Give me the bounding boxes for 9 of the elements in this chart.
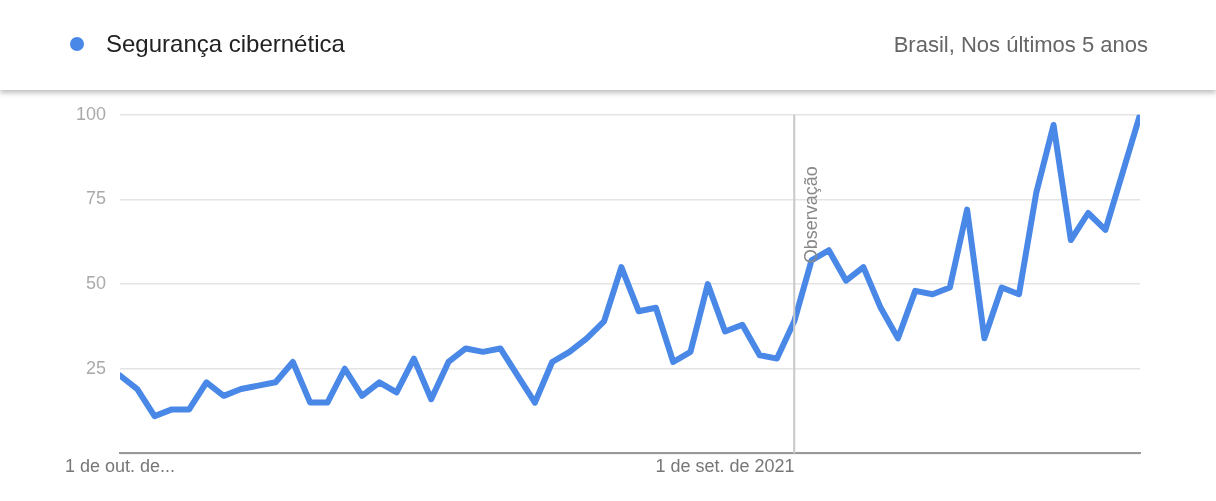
chart-subtitle: Brasil, Nos últimos 5 anos [893,32,1148,58]
legend-label: Segurança cibernética [106,30,345,58]
ref-line-label: Observação [801,166,822,264]
y-tick-label: 25 [85,357,106,378]
y-tick-label: 100 [75,103,106,124]
x-tick-label: 1 de out. de... [64,456,176,477]
x-tick-label: 1 de set. de 2021 [655,456,795,477]
y-tick-label: 75 [85,188,106,209]
y-tick-label: 50 [85,273,106,294]
